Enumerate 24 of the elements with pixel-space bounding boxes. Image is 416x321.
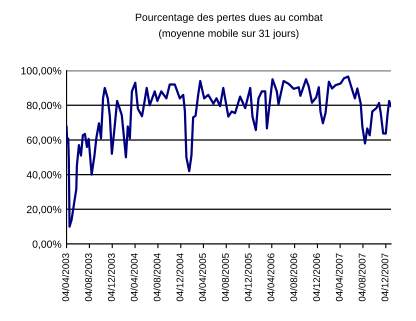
x-tick-label: 04/12/2005 bbox=[244, 253, 252, 302]
x-tick-label: 04/12/2003 bbox=[108, 253, 115, 302]
y-tick-label: 100,00% bbox=[21, 67, 62, 76]
x-tick-label: 04/04/2006 bbox=[267, 253, 274, 302]
x-tick-label: 04/04/2003 bbox=[62, 253, 70, 302]
chart-subtitle: (moyenne mobile sur 31 jours) bbox=[159, 29, 298, 40]
x-tick-label: 04/04/2007 bbox=[336, 253, 343, 302]
x-tick-label: 04/08/2007 bbox=[358, 253, 366, 302]
x-tick-label: 04/12/2004 bbox=[176, 253, 184, 302]
chart-title: Pourcentage des pertes dues au combat bbox=[136, 13, 323, 24]
x-tick-label: 04/04/2005 bbox=[198, 253, 206, 302]
y-tick-label: 0,00% bbox=[32, 240, 62, 250]
y-tick-label: 40,00% bbox=[26, 171, 62, 180]
x-tick-label: 04/12/2006 bbox=[312, 253, 320, 302]
x-tick-label: 04/08/2006 bbox=[290, 253, 298, 302]
y-tick-label: 20,00% bbox=[26, 206, 62, 214]
line-series bbox=[66, 75, 392, 228]
y-tick-label: 60,00% bbox=[26, 136, 62, 146]
y-tick-label: 80,00% bbox=[26, 102, 62, 110]
x-tick-label: 04/08/2005 bbox=[222, 253, 229, 302]
x-tick-label: 04/08/2003 bbox=[84, 253, 92, 302]
x-tick-label: 04/08/2004 bbox=[153, 253, 161, 302]
x-tick-label: 04/04/2004 bbox=[130, 253, 138, 302]
x-tick-label: 04/12/2007 bbox=[381, 253, 388, 302]
